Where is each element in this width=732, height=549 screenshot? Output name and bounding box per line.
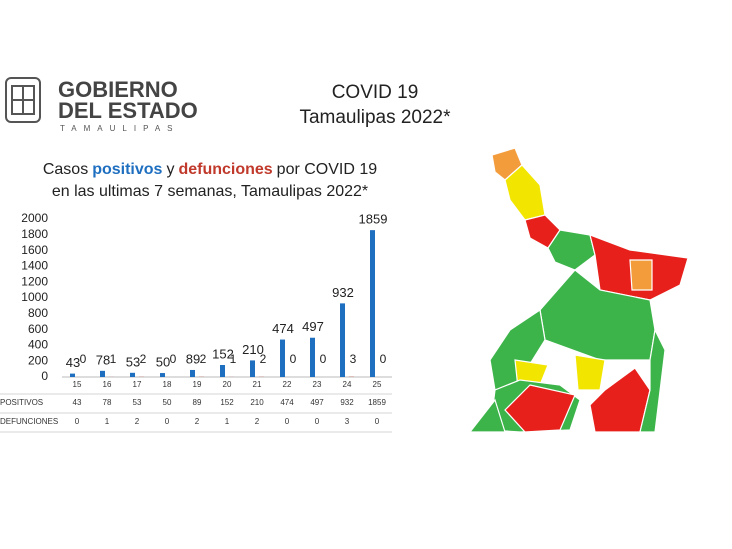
value-label: 0 [170, 352, 177, 366]
bar [160, 373, 165, 377]
table-cell: 0 [75, 417, 80, 426]
value-label: 3 [350, 352, 357, 366]
title-segment: defunciones [178, 161, 272, 178]
y-tick-label: 2000 [21, 211, 48, 225]
table-cell: 210 [250, 398, 264, 407]
x-tick-label: 19 [193, 380, 202, 389]
x-tick-label: 24 [343, 380, 352, 389]
chart-title: Casos positivos y defunciones por COVID 19 [43, 161, 377, 178]
value-label: 50 [156, 354, 170, 369]
table-cell: 2 [255, 417, 260, 426]
table-cell: 0 [315, 417, 320, 426]
logo-emblem [5, 77, 41, 123]
table-cell: 3 [345, 417, 350, 426]
value-label: 474 [272, 321, 294, 336]
value-label: 932 [332, 285, 354, 300]
table-cell: 1859 [368, 398, 386, 407]
y-tick-label: 200 [28, 353, 48, 367]
table-cell: 1 [105, 417, 110, 426]
table-cell: 474 [280, 398, 294, 407]
table-cell: 0 [285, 417, 290, 426]
x-tick-label: 17 [133, 380, 142, 389]
x-tick-label: 20 [223, 380, 232, 389]
value-label: 2 [200, 352, 207, 366]
table-cell: 0 [375, 417, 380, 426]
table-cell: 78 [103, 398, 112, 407]
table-cell: 89 [193, 398, 202, 407]
value-label: 53 [126, 354, 140, 369]
x-tick-label: 16 [103, 380, 112, 389]
y-tick-label: 1600 [21, 243, 48, 257]
value-label: 1859 [359, 212, 388, 227]
table-cell: 43 [73, 398, 82, 407]
title-segment: por COVID 19 [277, 161, 378, 178]
y-tick-label: 400 [28, 338, 48, 352]
x-tick-label: 25 [373, 380, 382, 389]
table-row-label: POSITIVOS [0, 398, 43, 407]
value-label: 210 [242, 342, 264, 357]
table-frame [0, 393, 392, 433]
header-title: Tamaulipas 2022* [299, 107, 451, 128]
bar [100, 370, 105, 377]
y-tick-label: 600 [28, 322, 48, 336]
value-label: 0 [380, 352, 387, 366]
bar [70, 373, 75, 377]
title-segment: Casos [43, 161, 88, 178]
logo-line: TAMAULIPAS [60, 124, 180, 133]
bar [190, 369, 195, 377]
y-tick-label: 1200 [21, 274, 48, 288]
table-cell: 2 [135, 417, 140, 426]
value-label: 2 [140, 352, 147, 366]
x-tick-label: 21 [253, 380, 262, 389]
y-tick-label: 0 [41, 369, 48, 383]
table-cell: 50 [163, 398, 172, 407]
table-cell: 0 [165, 417, 170, 426]
x-tick-label: 23 [313, 380, 322, 389]
value-label: 43 [66, 355, 80, 370]
chart-title: en las ultimas 7 semanas, Tamaulipas 202… [52, 183, 368, 200]
x-tick-label: 15 [73, 380, 82, 389]
header-title: COVID 19 [332, 82, 419, 103]
table-cell: 932 [340, 398, 354, 407]
bar [130, 372, 135, 377]
title-segment: y [166, 161, 174, 178]
table-cell: 497 [310, 398, 324, 407]
value-label: 78 [96, 352, 110, 367]
map [468, 147, 689, 433]
table-cell: 53 [133, 398, 142, 407]
x-tick-label: 22 [283, 380, 292, 389]
bar [370, 230, 375, 377]
bar [280, 339, 285, 377]
value-label: 0 [320, 352, 327, 366]
value-label: 2 [260, 352, 267, 366]
value-label: 1 [230, 352, 237, 366]
table-cell: 152 [220, 398, 234, 407]
y-tick-label: 1800 [21, 227, 48, 241]
value-label: 1 [110, 352, 117, 366]
x-tick-label: 18 [163, 380, 172, 389]
logo-line: DEL ESTADO [58, 98, 198, 123]
value-label: 0 [290, 352, 297, 366]
value-label: 497 [302, 319, 324, 334]
value-label: 152 [212, 346, 234, 361]
table-cell: 2 [195, 417, 200, 426]
table-cell: 1 [225, 417, 230, 426]
logo-line: GOBIERNO [58, 77, 178, 102]
title-segment: positivos [92, 161, 162, 178]
table-row-label: DEFUNCIONES [0, 417, 58, 426]
y-tick-label: 1000 [21, 290, 48, 304]
bar [340, 303, 345, 377]
bar [250, 360, 255, 377]
y-tick-label: 1400 [21, 259, 48, 273]
bar [220, 364, 225, 377]
value-label: 0 [80, 352, 87, 366]
y-tick-label: 800 [28, 306, 48, 320]
value-label: 89 [186, 351, 200, 366]
bar [310, 337, 315, 377]
